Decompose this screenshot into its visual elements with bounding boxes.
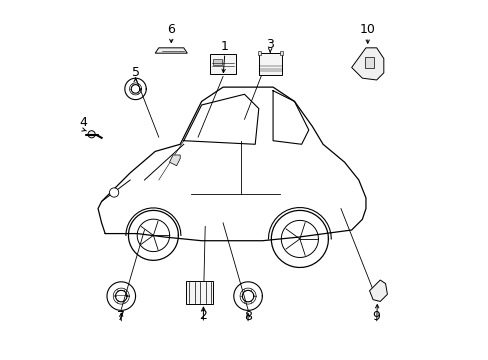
Text: 8: 8 bbox=[244, 310, 251, 323]
Circle shape bbox=[366, 66, 373, 73]
Polygon shape bbox=[155, 48, 187, 53]
Bar bbox=[258, 51, 261, 55]
Bar bbox=[186, 281, 213, 304]
Text: 1: 1 bbox=[221, 40, 228, 53]
Polygon shape bbox=[351, 48, 383, 80]
Text: 5: 5 bbox=[131, 66, 139, 79]
Circle shape bbox=[197, 285, 213, 300]
Text: 2: 2 bbox=[199, 309, 207, 322]
Text: 9: 9 bbox=[372, 310, 380, 323]
Bar bbox=[209, 54, 236, 74]
Text: 7: 7 bbox=[117, 310, 125, 323]
Bar bbox=[279, 51, 282, 55]
Circle shape bbox=[372, 287, 381, 295]
Circle shape bbox=[88, 131, 95, 138]
Bar bbox=[258, 53, 281, 75]
Text: 3: 3 bbox=[266, 38, 274, 51]
Circle shape bbox=[380, 283, 385, 288]
Text: 4: 4 bbox=[80, 116, 87, 129]
Text: 6: 6 bbox=[167, 23, 175, 36]
Polygon shape bbox=[369, 280, 386, 301]
Text: 10: 10 bbox=[359, 23, 375, 36]
Bar bbox=[213, 59, 222, 65]
Circle shape bbox=[109, 188, 119, 197]
Polygon shape bbox=[169, 155, 180, 166]
Bar bbox=[365, 58, 373, 68]
